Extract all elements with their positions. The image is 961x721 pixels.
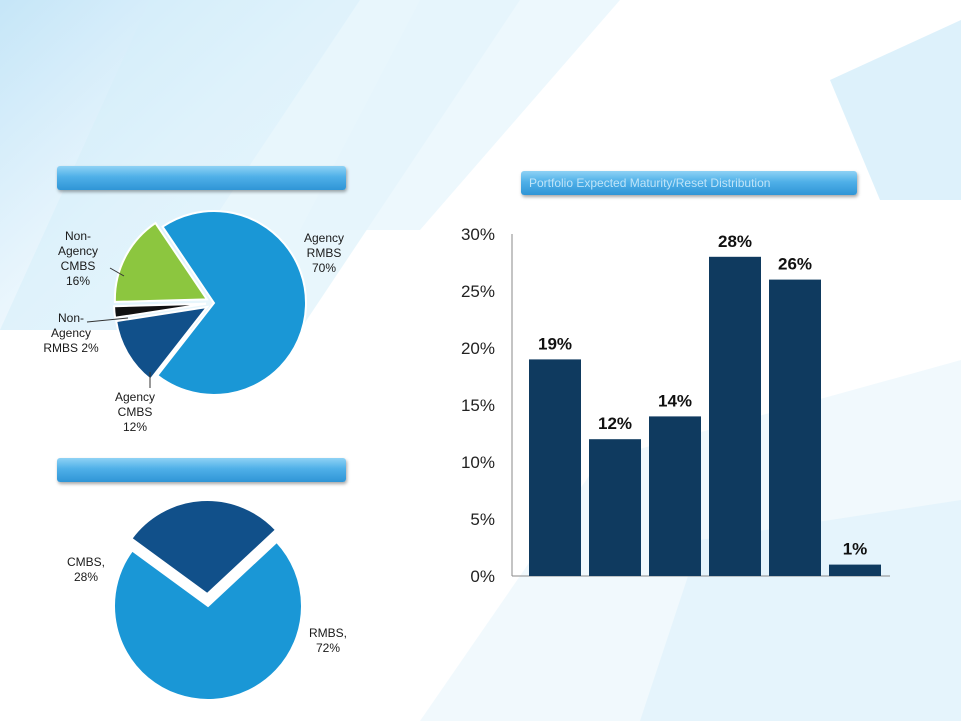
bar-chart-bar xyxy=(529,359,581,576)
bar-chart-data-label: 12% xyxy=(598,414,632,433)
pie-1-slice xyxy=(113,302,207,319)
bar-chart-y-tick-label: 30% xyxy=(461,225,495,244)
bar-chart-data-label: 26% xyxy=(778,255,812,274)
pie-1-slice xyxy=(155,210,307,396)
bar-chart-title-banner: Portfolio Expected Maturity/Reset Distri… xyxy=(521,171,857,195)
bar-chart-data-label: 19% xyxy=(538,334,572,353)
pie-1-leader-line xyxy=(109,267,125,277)
bar-chart-y-tick-label: 5% xyxy=(470,510,495,529)
pie-2-title-banner xyxy=(57,458,346,482)
pie-1-slice-label: Agency CMBS 12% xyxy=(115,390,155,434)
pie-1-slice xyxy=(113,221,209,303)
bar-chart-y-tick-label: 10% xyxy=(461,453,495,472)
pie-1-slice-label: Non-Agency RMBS 2% xyxy=(43,311,99,355)
pie-1-leader-line xyxy=(86,317,129,323)
bar-chart-bar xyxy=(589,439,641,576)
pie-2-slice xyxy=(113,540,303,701)
pie-1-slice-label: Agency RMBS 70% xyxy=(304,231,344,275)
bar-chart-bar xyxy=(649,416,701,576)
pie-2-slice-label: CMBS, 28% xyxy=(67,555,105,584)
pie-2-slice xyxy=(130,499,278,596)
bar-chart-y-tick-label: 15% xyxy=(461,396,495,415)
bar-chart-y-tick-label: 20% xyxy=(461,339,495,358)
bar-chart-data-label: 14% xyxy=(658,391,692,410)
bar-chart-data-label: 28% xyxy=(718,232,752,251)
bar-chart-data-label: 1% xyxy=(843,540,868,559)
pie-2-slice-label: RMBS, 72% xyxy=(309,626,347,655)
bar-chart-bar xyxy=(829,564,881,576)
pie-1-title-banner xyxy=(57,166,346,190)
bar-chart-bar xyxy=(709,256,761,576)
pie-1-slice xyxy=(115,305,210,381)
bar-chart-bar xyxy=(769,279,821,576)
bar-chart-y-tick-label: 25% xyxy=(461,282,495,301)
bar-chart-y-tick-label: 0% xyxy=(470,567,495,586)
pie-1-slice-label: Non-Agency CMBS 16% xyxy=(58,229,98,288)
